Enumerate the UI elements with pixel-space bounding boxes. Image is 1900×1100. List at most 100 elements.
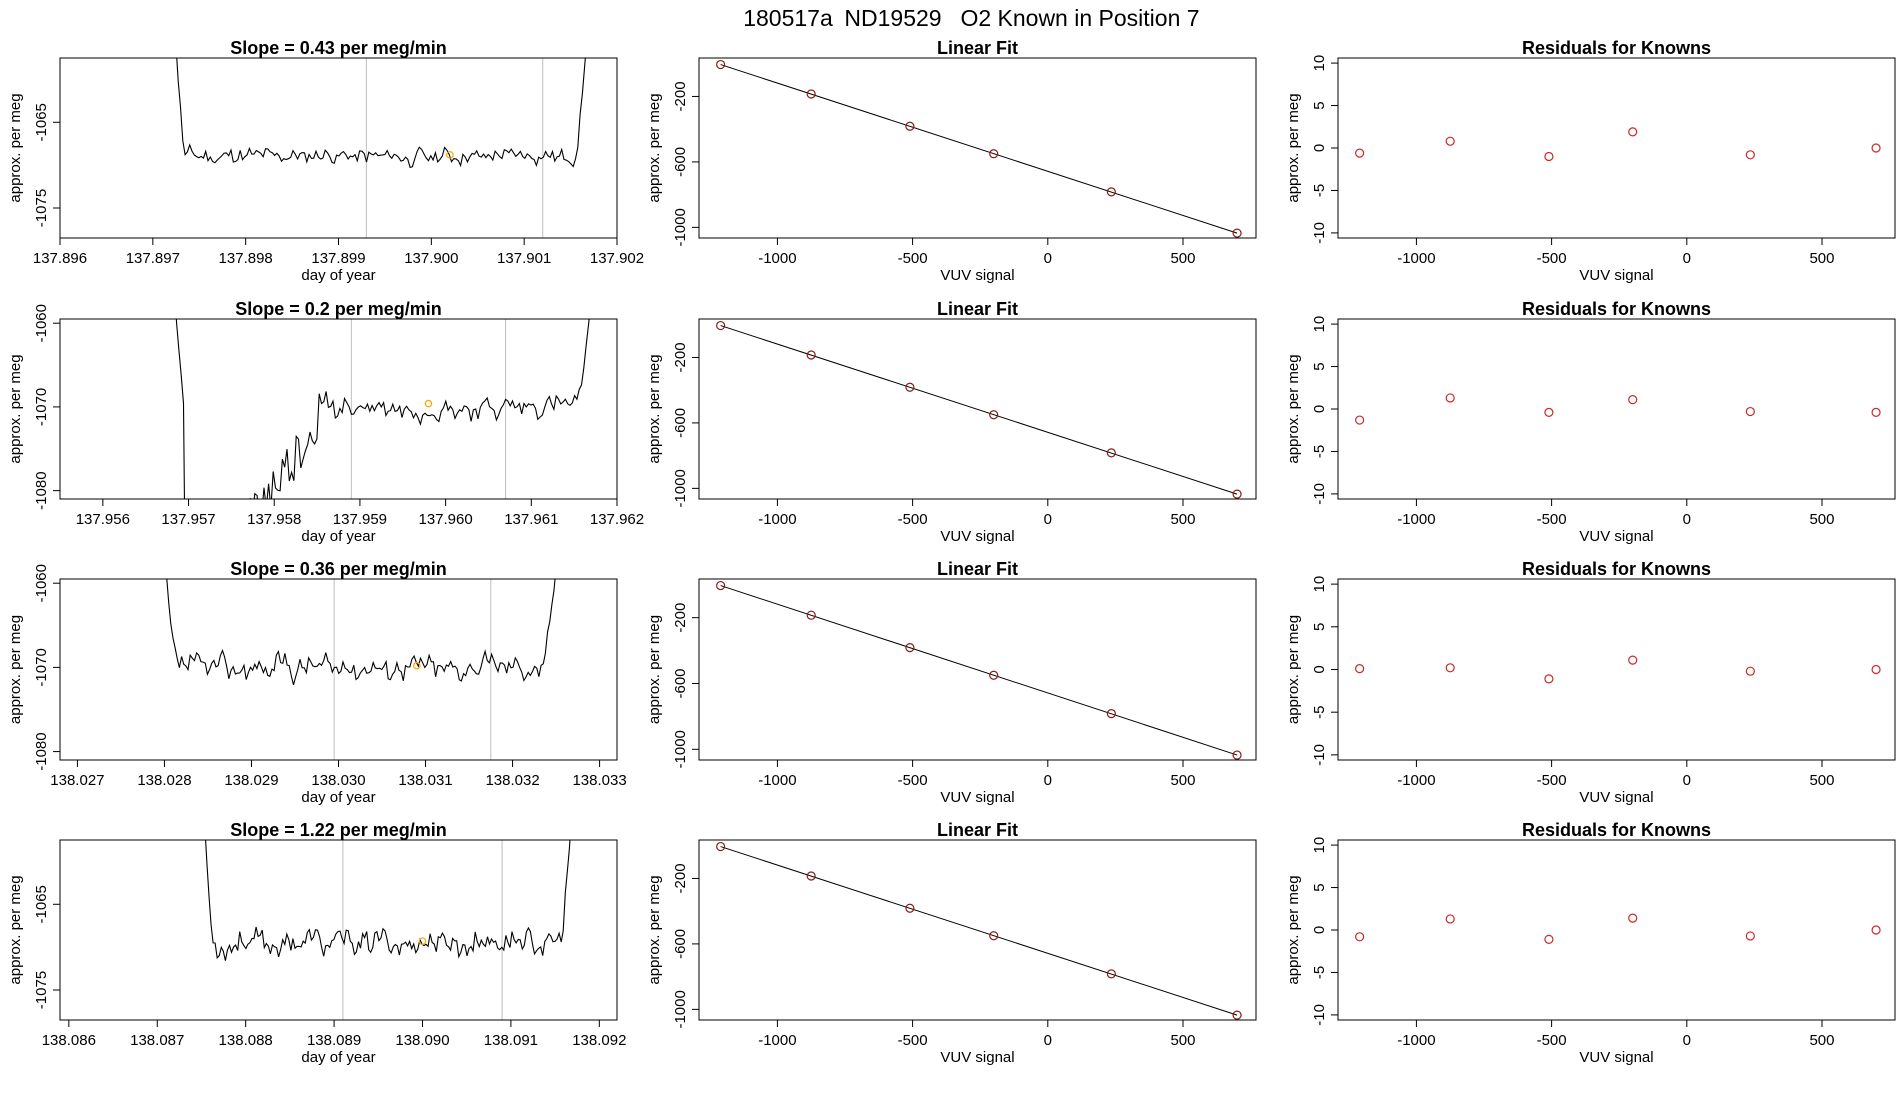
fit-point	[1232, 489, 1242, 499]
x-tick-label: 137.956	[76, 511, 130, 528]
y-tick-label: -1000	[672, 990, 689, 1028]
x-axis-label: VUV signal	[1579, 1049, 1653, 1066]
fit-line	[720, 325, 1238, 495]
fit-line	[720, 64, 1238, 234]
plot-frame	[698, 318, 1257, 500]
y-tick-label: -600	[672, 668, 689, 698]
panel-title: Residuals for Knowns	[1522, 299, 1711, 319]
plot-area	[1355, 127, 1881, 162]
x-tick-label: 137.957	[161, 511, 215, 528]
y-tick-label: -1060	[33, 564, 50, 602]
mean-point	[424, 399, 433, 408]
time-series-line	[166, 579, 556, 686]
plot-area	[716, 320, 1242, 499]
y-tick-label: -5	[1311, 706, 1328, 719]
x-tick-label: -500	[1537, 772, 1567, 789]
x-tick-label: -500	[898, 250, 928, 267]
x-tick-label: -500	[1537, 250, 1567, 267]
fit-point	[1106, 187, 1116, 197]
x-tick-label: 137.899	[311, 250, 365, 267]
y-tick-label: -200	[672, 863, 689, 893]
residual-point	[1871, 143, 1881, 153]
x-tick-label: 138.089	[307, 1032, 361, 1049]
x-tick-label: 500	[1170, 511, 1195, 528]
y-axis-label: approx. per meg	[646, 875, 663, 984]
plot-frame	[698, 839, 1257, 1021]
x-tick-label: 137.898	[219, 250, 273, 267]
x-axis-label: VUV signal	[940, 267, 1014, 284]
x-tick-label: 500	[1170, 1032, 1195, 1049]
plot-area	[716, 59, 1242, 238]
figure-title-run: 180517a	[743, 5, 833, 31]
y-axis-label: approx. per meg	[1285, 615, 1302, 724]
fit-point	[716, 841, 726, 852]
x-tick-label: 0	[1044, 772, 1052, 789]
x-tick-label: -1000	[1397, 511, 1435, 528]
residual-point	[1445, 914, 1455, 924]
fit-point	[716, 59, 726, 70]
x-tick-label: 138.031	[398, 772, 452, 789]
plot-area	[1355, 393, 1881, 425]
panel-4-3: Residuals for Knowns -1000 -500 0 500 VUV sig…	[1285, 820, 1896, 1066]
fit-point	[1232, 750, 1242, 760]
fit-point	[905, 903, 915, 913]
y-axis-label: approx. per meg	[7, 93, 24, 202]
x-tick-label: 137.902	[590, 250, 644, 267]
x-tick-label: 137.960	[418, 511, 472, 528]
x-tick-label: 138.092	[572, 1032, 626, 1049]
fit-point	[905, 382, 915, 392]
residual-point	[1628, 395, 1638, 405]
y-tick-label: -10	[1311, 1004, 1328, 1026]
residual-point	[1445, 393, 1455, 403]
fit-line	[720, 585, 1238, 756]
x-tick-label: 138.088	[219, 1032, 273, 1049]
y-tick-label: -1080	[33, 471, 50, 509]
mean-point	[413, 661, 421, 670]
panel-2-3: Residuals for Knowns -1000 -500 0 500 VUV sig…	[1285, 299, 1896, 545]
residual-point	[1871, 925, 1881, 935]
y-axis-label: approx. per meg	[646, 615, 663, 724]
y-tick-label: 0	[1311, 144, 1328, 152]
plot-area	[1355, 913, 1881, 944]
y-axis-label: approx. per meg	[1285, 93, 1302, 202]
fit-point	[1106, 969, 1116, 979]
x-tick-label: -500	[898, 1032, 928, 1049]
y-axis-label: approx. per meg	[646, 93, 663, 202]
y-tick-label: -1070	[33, 648, 50, 686]
y-tick-label: 0	[1311, 926, 1328, 934]
x-axis-label: VUV signal	[940, 1049, 1014, 1066]
x-tick-label: 138.030	[311, 772, 365, 789]
x-tick-label: -1000	[758, 772, 796, 789]
x-tick-label: 137.959	[333, 511, 387, 528]
plot-frame	[698, 578, 1257, 761]
x-tick-label: 137.897	[126, 250, 180, 267]
time-series-line	[205, 840, 571, 961]
x-tick-label: 500	[1809, 772, 1834, 789]
panel-3-2: Linear Fit -1000 -500 0 500 VUV signal -200 -60…	[646, 559, 1257, 806]
y-tick-label: -10	[1311, 744, 1328, 766]
residual-point	[1628, 913, 1638, 923]
panel-2-1: Slope = 0.2 per meg/min 137.956 137.957 137…	[7, 299, 644, 545]
residual-point	[1355, 148, 1365, 158]
plot-area	[166, 579, 556, 760]
x-tick-label: -1000	[758, 1032, 796, 1049]
y-tick-label: -5	[1311, 966, 1328, 979]
residual-point	[1745, 666, 1755, 676]
panel-title: Slope = 0.36 per meg/min	[230, 559, 447, 579]
y-tick-label: -200	[672, 81, 689, 111]
fit-line	[720, 846, 1238, 1016]
y-tick-label: -1075	[33, 189, 50, 227]
panel-title: Residuals for Knowns	[1522, 38, 1711, 58]
panel-title: Linear Fit	[937, 299, 1018, 319]
fit-point	[905, 121, 915, 131]
y-tick-label: 10	[1311, 316, 1328, 333]
y-tick-label: -1060	[33, 304, 50, 342]
residual-point	[1544, 151, 1554, 162]
fit-point	[989, 931, 999, 941]
plot-frame	[59, 839, 618, 1021]
y-tick-label: 10	[1311, 576, 1328, 593]
residual-point	[1544, 934, 1554, 944]
y-tick-label: -5	[1311, 184, 1328, 197]
x-tick-label: -1000	[758, 250, 796, 267]
x-axis-label: VUV signal	[940, 789, 1014, 806]
